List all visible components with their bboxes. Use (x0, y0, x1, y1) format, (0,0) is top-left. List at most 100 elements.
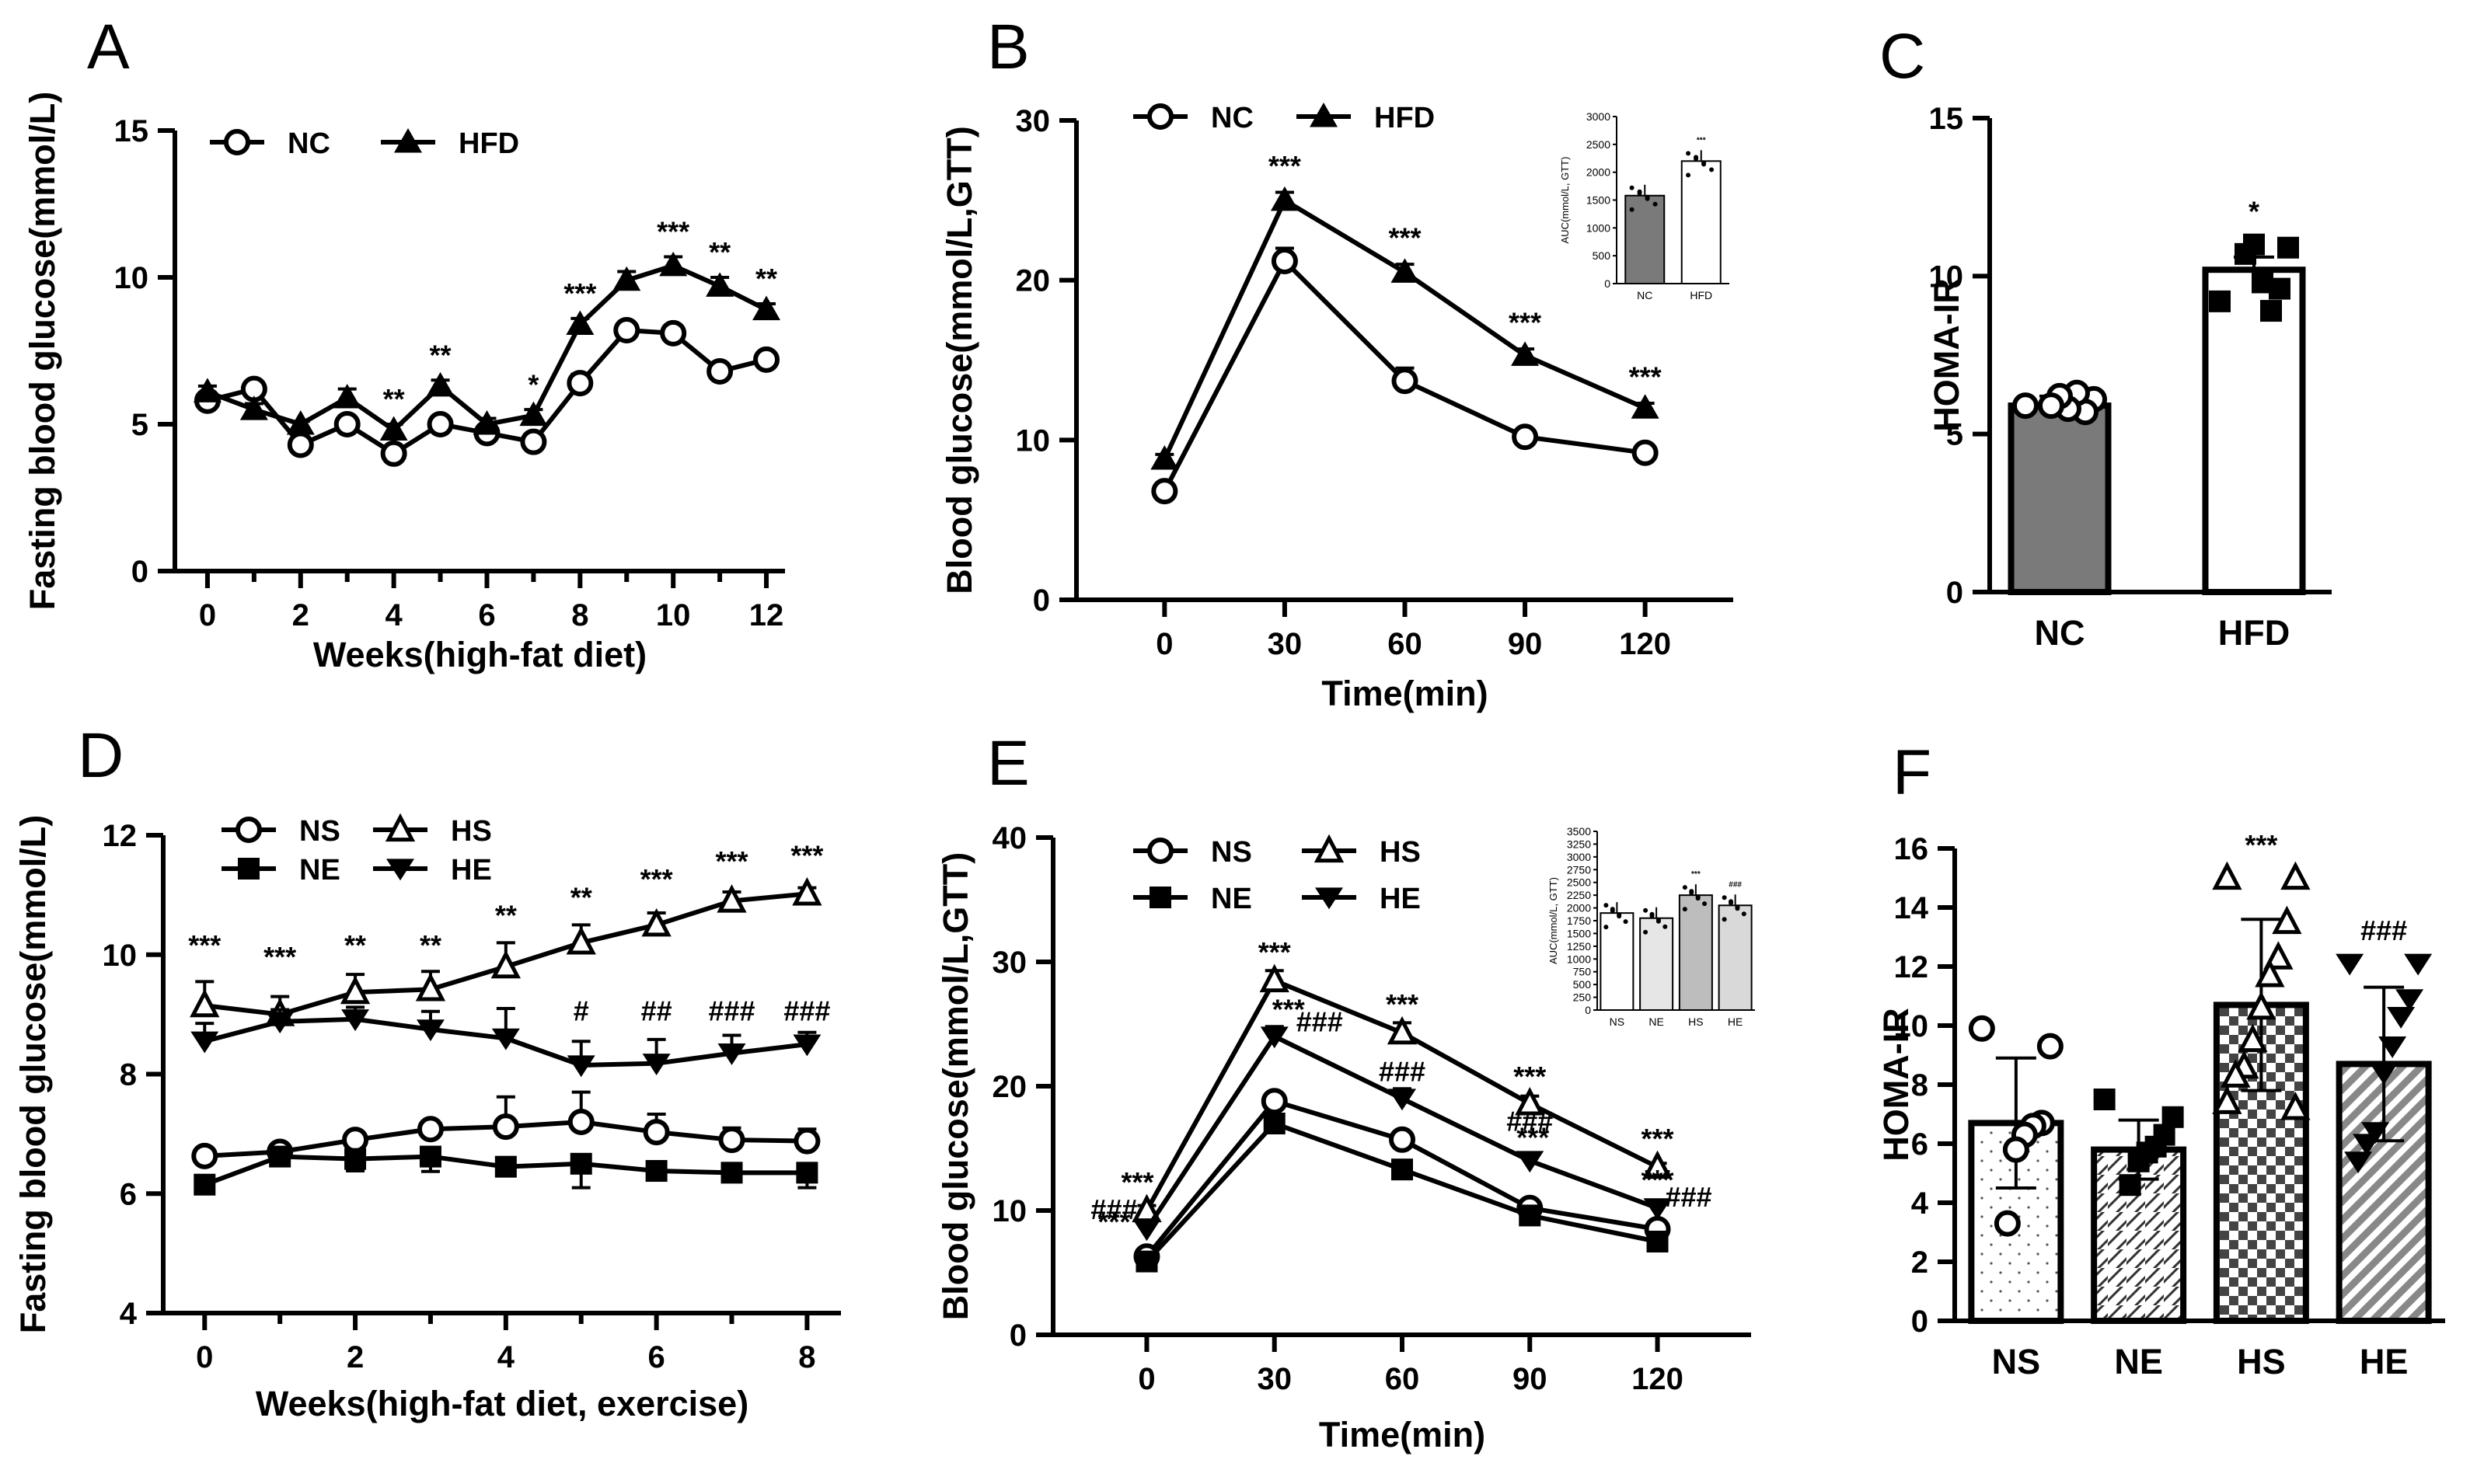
inset-point (1623, 919, 1628, 925)
y-tick-label: 0 (1911, 1305, 1928, 1339)
data-point-hs (1642, 1150, 1673, 1179)
y-tick-label: 0 (1033, 583, 1050, 618)
data-point-hfd (379, 416, 408, 441)
inset-chart: 0 500 1000 1500 2000 2500 3000 AUC(mmol/L, GTT)… (1559, 110, 1729, 301)
significance-label: ### (1296, 1006, 1343, 1038)
panel-a: A 0 5 10 15 Fasting blood glucose(mmol/L) 0 2 4 6… (23, 12, 785, 674)
inset-x-tick-label: NE (1648, 1015, 1663, 1028)
individual-point (2255, 959, 2285, 988)
significance-label: *** (715, 845, 748, 877)
data-point-ne (194, 1173, 216, 1196)
significance-label: ### (2360, 914, 2407, 946)
data-point-hfd (473, 410, 501, 435)
individual-point (2280, 1092, 2311, 1120)
inset-y-tick-label: 250 (1573, 991, 1592, 1004)
data-point-ns (643, 1119, 670, 1146)
individual-point (2344, 1151, 2373, 1174)
data-point-ns (191, 1142, 218, 1169)
series-he (1132, 1025, 1672, 1242)
series-ne (194, 1145, 818, 1196)
individual-point (2238, 1023, 2268, 1053)
data-point-hfd (1270, 186, 1299, 211)
data-point-hs (415, 972, 446, 1002)
inset-y-tick-label: 0 (1585, 1004, 1591, 1016)
inset-y-tick-label: 3500 (1567, 825, 1591, 838)
x-tick-label: 30 (1257, 1362, 1292, 1396)
y-tick-label: 14 (1894, 891, 1929, 925)
data-point-nc (427, 411, 454, 437)
legend-marker-hs (1314, 834, 1345, 863)
data-point-ne (1391, 1158, 1413, 1181)
legend-marker-nc (224, 129, 250, 155)
x-tick-label-nc: NC (2035, 613, 2085, 653)
series-ne (1136, 1113, 1669, 1273)
data-point-ne (419, 1145, 441, 1168)
data-point-hfd (426, 371, 455, 397)
individual-point (2353, 1134, 2381, 1156)
significance-label: ** (495, 899, 517, 931)
data-point-hfd (659, 251, 688, 277)
individual-point (2127, 1150, 2150, 1172)
significance-label: *** (657, 216, 689, 248)
data-point-ne (1136, 1250, 1158, 1273)
significance-label: *** (1388, 222, 1421, 254)
inset-point (1694, 155, 1699, 160)
e-x-axis-title: Time(min) (1319, 1415, 1485, 1454)
data-point-nc (333, 411, 361, 437)
data-point-nc (1151, 478, 1178, 505)
significance-label: *** (1268, 150, 1301, 182)
significance-label: ### (1506, 1106, 1553, 1137)
individual-point (2036, 1033, 2064, 1060)
significance-label: ### (783, 995, 830, 1026)
data-point-ns (567, 1109, 595, 1135)
data-point-nc (753, 346, 780, 373)
data-point-ne (645, 1160, 668, 1183)
data-point-nc (380, 440, 407, 467)
y-tick-label: 20 (993, 1070, 1027, 1104)
inset-y-tick-label: 3000 (1586, 110, 1610, 123)
legend-marker-ne (238, 858, 260, 880)
data-point-ns (342, 1127, 369, 1154)
x-tick-label-ns: NS (1992, 1342, 2041, 1381)
inset-point (1695, 894, 1701, 900)
significance-label: *** (1641, 1164, 1674, 1196)
inset-point (1655, 917, 1661, 922)
y-tick-label: 30 (1016, 104, 1051, 138)
individual-point (2093, 1089, 2116, 1110)
legend-label-ns: NS (299, 815, 340, 848)
individual-point (2235, 242, 2256, 265)
significance-label: ** (420, 929, 441, 961)
legend-label-hfd: HFD (1374, 102, 1435, 134)
x-tick-label: 0 (1138, 1362, 1155, 1396)
significance-label: ** (383, 383, 405, 415)
inset-point (1702, 901, 1708, 907)
individual-point (2370, 1063, 2399, 1085)
significance-label: *** (790, 839, 823, 871)
data-point-he (1132, 1219, 1161, 1242)
inset-y-tick-label: 2250 (1567, 889, 1591, 901)
inset-point (1643, 907, 1648, 913)
inset-significance: *** (1697, 136, 1706, 145)
data-point-he (266, 1012, 295, 1034)
legend-label-nc: NC (1211, 102, 1254, 134)
x-tick-label: 2 (347, 1340, 364, 1374)
data-point-ns (794, 1127, 821, 1155)
panel-label: F (1893, 737, 1931, 808)
c-y-axis-title: HOMA-IR (1927, 278, 1966, 431)
significance-label: *** (1629, 361, 1662, 392)
data-point-ns (718, 1127, 745, 1154)
inset-y-tick-label: 1000 (1586, 221, 1610, 234)
y-tick-label: 10 (993, 1194, 1027, 1228)
inset-point (1741, 911, 1746, 917)
inset-point (1629, 185, 1635, 190)
individual-point (2209, 290, 2231, 312)
inset-y-tick-label: 2750 (1567, 863, 1591, 876)
series-hs (1132, 963, 1673, 1223)
inset-point (1603, 903, 1609, 908)
data-point-hfd (1631, 394, 1659, 419)
data-point-he (190, 1031, 219, 1054)
inset-x-tick-label: HFD (1690, 289, 1712, 301)
y-tick-label: 10 (1894, 1009, 1929, 1043)
legend-label-hs: HS (451, 815, 492, 848)
y-tick-label: 20 (1016, 264, 1051, 298)
